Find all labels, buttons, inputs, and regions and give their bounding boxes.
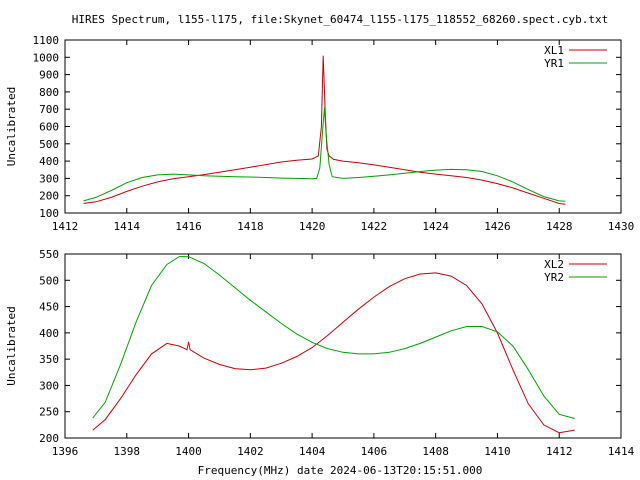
plot-frame bbox=[64, 39, 622, 214]
y-tick-label: 350 bbox=[39, 353, 59, 366]
y-tick-label: 500 bbox=[39, 274, 59, 287]
figure-title: HIRES Spectrum, l155-l175, file:Skynet_6… bbox=[72, 13, 608, 26]
y-tick-label: 1000 bbox=[33, 51, 60, 64]
x-tick-label: 1406 bbox=[361, 445, 388, 458]
x-tick-label: 1416 bbox=[175, 220, 202, 233]
x-tick-label: 1398 bbox=[114, 445, 141, 458]
y-tick-label: 550 bbox=[39, 248, 59, 261]
series-line-xl2 bbox=[92, 272, 575, 434]
lower-spectrum-panel: 200 250 300 350 400 450 500 550 1396 1398 1400 1402… bbox=[5, 248, 635, 458]
x-tick-label: 1402 bbox=[237, 445, 264, 458]
y-tick-label: 800 bbox=[39, 86, 59, 99]
y-tick-label: 200 bbox=[39, 432, 59, 445]
plot-frame bbox=[64, 253, 622, 439]
x-tick-label: 1408 bbox=[422, 445, 449, 458]
y-axis-label: Uncalibrated bbox=[5, 87, 18, 166]
x-tick-label: 1412 bbox=[52, 220, 79, 233]
y-tick-label: 100 bbox=[39, 207, 59, 220]
x-tick-label: 1396 bbox=[52, 445, 79, 458]
y-tick-label: 300 bbox=[39, 379, 59, 392]
legend-label-yr2: YR2 bbox=[544, 271, 564, 284]
y-axis-label: Uncalibrated bbox=[5, 306, 18, 385]
x-tick-label: 1430 bbox=[608, 220, 635, 233]
y-tick-label: 200 bbox=[39, 190, 59, 203]
legend-label-xl1: XL1 bbox=[544, 44, 564, 57]
upper-spectrum-panel: 100 200 300 400 500 600 700 800 900 1000 1100 1412 1… bbox=[5, 34, 634, 233]
legend-label-xl2: XL2 bbox=[544, 258, 564, 271]
y-tick-label: 400 bbox=[39, 327, 59, 340]
x-tick-label: 1426 bbox=[484, 220, 511, 233]
x-tick-label: 1410 bbox=[484, 445, 511, 458]
y-tick-label: 700 bbox=[39, 103, 59, 116]
x-tick-label: 1400 bbox=[175, 445, 202, 458]
x-tick-label: 1418 bbox=[237, 220, 264, 233]
y-tick-label: 600 bbox=[39, 121, 59, 134]
y-tick-label: 1100 bbox=[33, 34, 60, 47]
x-axis-label: Frequency(MHz) date 2024-06-13T20:15:51.… bbox=[198, 464, 483, 477]
x-tick-label: 1404 bbox=[299, 445, 326, 458]
series-line-yr1 bbox=[83, 107, 566, 202]
y-tick-label: 250 bbox=[39, 406, 59, 419]
x-tick-label: 1422 bbox=[361, 220, 388, 233]
legend-label-yr1: YR1 bbox=[544, 57, 564, 70]
x-tick-label: 1414 bbox=[608, 445, 635, 458]
y-tick-label: 500 bbox=[39, 138, 59, 151]
y-tick-label: 400 bbox=[39, 155, 59, 168]
x-tick-label: 1412 bbox=[546, 445, 573, 458]
y-tick-label: 300 bbox=[39, 172, 59, 185]
y-tick-label: 450 bbox=[39, 301, 59, 314]
x-tick-label: 1414 bbox=[114, 220, 141, 233]
y-tick-label: 900 bbox=[39, 69, 59, 82]
x-tick-label: 1428 bbox=[546, 220, 573, 233]
x-tick-label: 1424 bbox=[422, 220, 449, 233]
series-line-xl1 bbox=[83, 55, 566, 205]
series-line-yr2 bbox=[92, 256, 575, 419]
x-tick-label: 1420 bbox=[299, 220, 326, 233]
